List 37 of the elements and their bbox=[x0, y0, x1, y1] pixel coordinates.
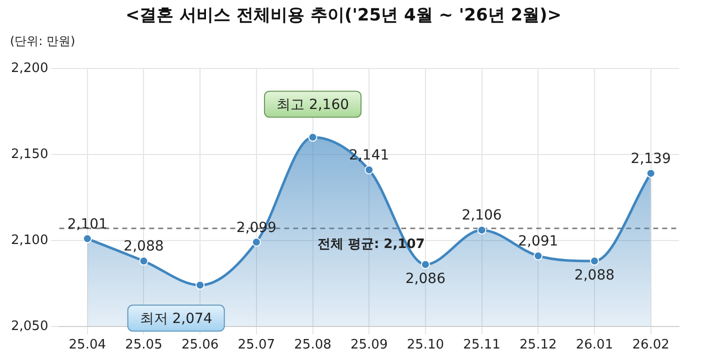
y-tick-label: 2,050 bbox=[11, 318, 48, 334]
x-tick-label: 25.10 bbox=[406, 338, 444, 353]
x-tick-label: 26.01 bbox=[576, 338, 614, 353]
x-tick-label: 26.02 bbox=[632, 338, 670, 353]
x-tick-label: 25.11 bbox=[463, 338, 500, 353]
x-tick-label: 25.09 bbox=[350, 338, 388, 353]
text: (단위: 만원) bbox=[10, 34, 76, 48]
x-tick-label: 25.12 bbox=[520, 338, 557, 353]
y-tick-label: 2,150 bbox=[11, 146, 48, 162]
point bbox=[590, 256, 599, 266]
chart-title: <결혼 서비스 전체비용 추이('25년 4월 ~ '26년 2월)> bbox=[125, 6, 562, 26]
data-label: 2,086 bbox=[405, 271, 446, 288]
data-label: 2,091 bbox=[518, 234, 558, 250]
point bbox=[364, 165, 374, 174]
data-label: 2,101 bbox=[67, 216, 108, 232]
point bbox=[82, 234, 92, 244]
annotation: 최저 2,074 bbox=[140, 310, 212, 327]
point bbox=[420, 260, 430, 269]
y-tick-label: 2,100 bbox=[11, 232, 48, 248]
data-label: 2,088 bbox=[124, 238, 164, 255]
point bbox=[646, 168, 656, 178]
x-tick-label: 25.07 bbox=[238, 338, 276, 353]
point bbox=[252, 238, 261, 247]
x-tick-label: 25.08 bbox=[294, 338, 332, 353]
x-tick-label: 25.05 bbox=[125, 338, 162, 353]
point bbox=[308, 132, 318, 142]
point bbox=[477, 226, 486, 235]
x-tick-label: 25.06 bbox=[181, 338, 219, 353]
point bbox=[139, 256, 148, 266]
x-tick-label: 25.04 bbox=[68, 338, 106, 353]
point bbox=[534, 251, 543, 260]
data-label: 2,106 bbox=[462, 208, 502, 224]
annotation: 최고 2,160 bbox=[276, 96, 350, 113]
data-label: 2,088 bbox=[574, 268, 615, 284]
point bbox=[196, 280, 205, 290]
data-label: 2,139 bbox=[630, 150, 671, 167]
y-tick-label: 2,200 bbox=[11, 60, 48, 76]
